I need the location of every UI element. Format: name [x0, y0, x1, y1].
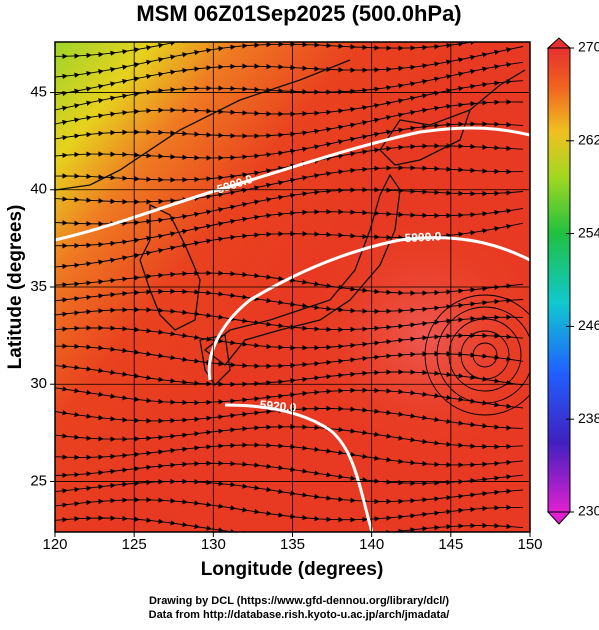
vortex-ring	[424, 294, 530, 416]
credit: Drawing by DCL (https://www.gfd-dennou.o…	[149, 595, 449, 607]
colorbar-tick-label: 246	[578, 317, 599, 333]
streamline	[55, 386, 524, 409]
contour-line	[224, 403, 374, 532]
contour-line	[55, 126, 530, 242]
x-tick-label: 140	[359, 536, 384, 553]
honshu	[203, 173, 401, 366]
colorbar-min-arrow	[546, 511, 572, 525]
colorbar-ticks: 230 238 246 254 262 270	[566, 39, 599, 519]
streamline	[55, 363, 524, 388]
contour-label: 5920.0	[259, 398, 297, 415]
x-tick-label: 120	[42, 536, 67, 553]
colorbar-max-arrow	[546, 37, 572, 49]
coastlines	[55, 59, 526, 387]
colorbar-tick-label: 254	[578, 224, 599, 240]
x-tick-label: 130	[201, 536, 226, 553]
y-tick-label: 40	[30, 181, 47, 198]
contours	[55, 126, 530, 532]
x-tick-label: 145	[438, 536, 463, 553]
x-tick-label: 135	[280, 536, 305, 553]
y-tick-label: 35	[30, 278, 47, 295]
contour-line	[207, 236, 530, 381]
x-tick-label: 125	[122, 536, 147, 553]
colorbar-tick-label: 270	[578, 39, 599, 55]
y-tick-label: 45	[30, 84, 47, 101]
colorbar-tick-label: 238	[578, 410, 599, 426]
vortex-ring	[460, 330, 510, 380]
credit: Data from http://database.rish.kyoto-u.a…	[149, 609, 450, 621]
contour-label: 5900.0	[404, 229, 442, 245]
mainland-coast	[55, 59, 351, 191]
kuril	[469, 69, 526, 111]
streamline	[55, 405, 524, 431]
streamline	[55, 515, 524, 532]
korea	[139, 203, 201, 331]
axis-ticks: 120 125 130 135 140 145 150 25 30 35 40 45	[30, 84, 542, 553]
colorbar-tick-label: 262	[578, 132, 599, 148]
vortex-ring	[436, 306, 530, 404]
hokkaido	[379, 108, 472, 166]
vortex-ring	[472, 342, 498, 368]
x-tick-label: 150	[517, 536, 542, 553]
colorbar-tick-label: 230	[578, 503, 599, 519]
y-axis-label: Latitude (degrees)	[5, 205, 26, 370]
x-axis-label: Longitude (degrees)	[201, 559, 384, 580]
y-tick-label: 25	[30, 472, 47, 489]
y-tick-label: 30	[30, 375, 47, 392]
kyushu	[199, 334, 231, 387]
title: MSM 06Z01Sep2025 (500.0hPa)	[136, 1, 461, 26]
vortex-ring	[448, 318, 522, 392]
streamlines	[55, 42, 530, 532]
grid	[55, 42, 530, 532]
streamline	[55, 222, 524, 270]
colorbar	[547, 47, 571, 513]
